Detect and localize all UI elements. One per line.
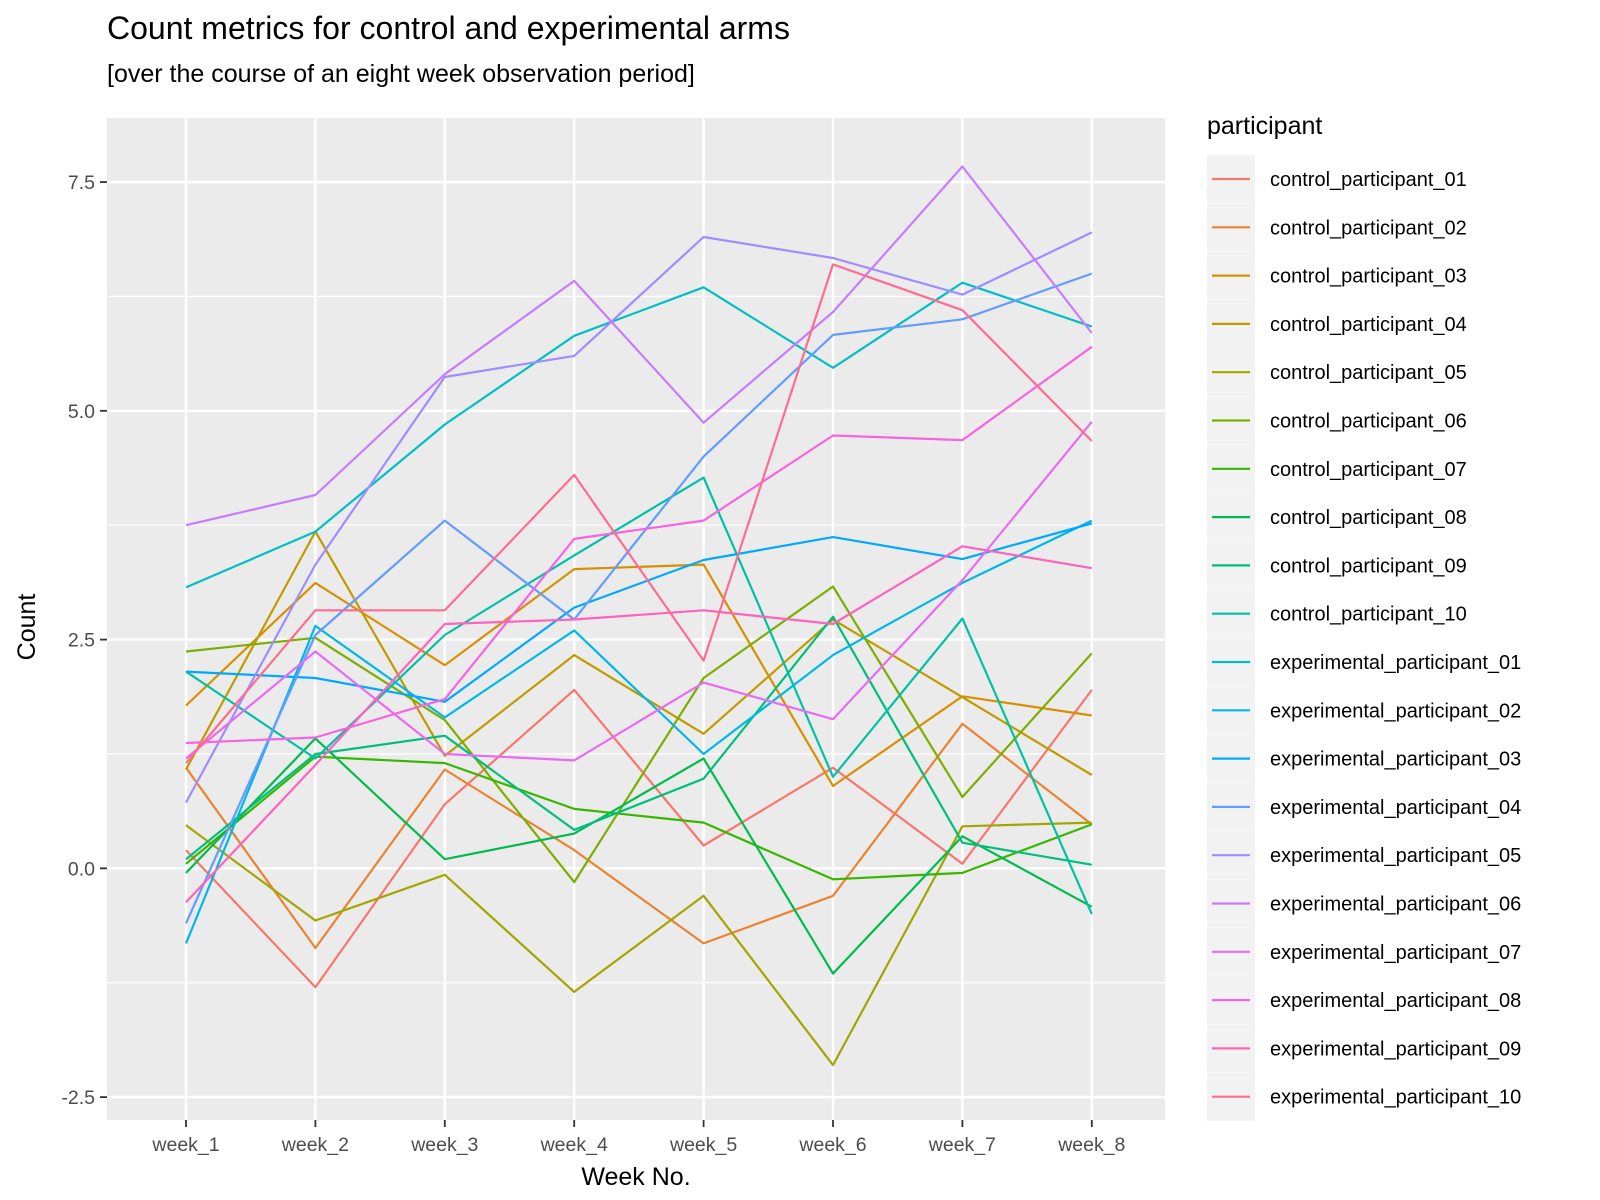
legend-label: control_participant_09 xyxy=(1270,555,1467,577)
legend-label: experimental_participant_08 xyxy=(1270,990,1521,1012)
chart-title: Count metrics for control and experiment… xyxy=(107,10,790,46)
series-line-experimental-participant-03 xyxy=(185,522,1093,703)
x-axis-title: Week No. xyxy=(581,1163,690,1191)
legend-label: experimental_participant_03 xyxy=(1270,749,1521,771)
series-line-experimental-participant-01 xyxy=(185,281,1093,589)
legend-label: control_participant_05 xyxy=(1270,362,1467,384)
series-line-control-participant-09 xyxy=(185,615,1092,866)
y-axis: -2.5 0.0 2.5 5.0 7.5 xyxy=(61,172,107,1109)
legend-label: control_participant_02 xyxy=(1270,217,1467,239)
series-line-experimental-participant-07 xyxy=(185,421,1093,762)
y-axis-title: Count xyxy=(13,594,41,661)
series-line-control-participant-08 xyxy=(185,737,1093,975)
y-tick-label: 0.0 xyxy=(68,858,95,880)
x-tick-label: week_2 xyxy=(281,1134,349,1156)
x-tick-label: week_8 xyxy=(1057,1134,1125,1156)
minor-gridlines xyxy=(107,295,1165,984)
legend-label: control_participant_01 xyxy=(1270,169,1467,191)
y-tick-label: -2.5 xyxy=(61,1087,95,1109)
series-line-control-participant-02 xyxy=(185,722,1093,950)
legend-label: control_participant_06 xyxy=(1270,411,1467,433)
legend-label: control_participant_04 xyxy=(1270,314,1467,336)
series-line-experimental-participant-04 xyxy=(184,272,1093,924)
legend-label: experimental_participant_02 xyxy=(1270,700,1521,722)
legend-label: experimental_participant_06 xyxy=(1270,894,1521,916)
legend-label: experimental_participant_10 xyxy=(1270,1087,1521,1109)
legend-label: control_participant_08 xyxy=(1270,507,1467,529)
legend-label: control_participant_10 xyxy=(1270,604,1467,626)
series-line-experimental-participant-02 xyxy=(184,519,1093,944)
series-lines xyxy=(184,165,1093,1067)
major-gridlines xyxy=(107,118,1165,1120)
series-line-experimental-participant-09 xyxy=(185,545,1092,903)
series-line-control-participant-10 xyxy=(185,476,1093,915)
series-line-experimental-participant-05 xyxy=(185,231,1093,804)
legend-label: control_participant_07 xyxy=(1270,459,1467,481)
y-tick-label: 2.5 xyxy=(68,630,95,652)
series-line-experimental-participant-06 xyxy=(185,165,1093,527)
x-tick-label: week_3 xyxy=(410,1134,478,1156)
x-axis: week_1 week_2 week_3 week_4 week_5 week_6 week… xyxy=(151,1120,1125,1156)
x-tick-label: week_7 xyxy=(928,1134,996,1156)
legend-label: experimental_participant_07 xyxy=(1270,942,1521,964)
legend-title: participant xyxy=(1207,112,1322,140)
legend-label: experimental_participant_01 xyxy=(1270,652,1521,674)
x-tick-label: week_5 xyxy=(669,1134,737,1156)
series-line-control-participant-06 xyxy=(185,585,1093,884)
series-line-control-participant-01 xyxy=(185,688,1093,989)
x-tick-label: week_4 xyxy=(540,1134,608,1156)
legend-label: experimental_participant_04 xyxy=(1270,797,1521,819)
x-tick-label: week_1 xyxy=(151,1134,219,1156)
series-line-experimental-participant-08 xyxy=(185,345,1093,745)
legend-label: experimental_participant_05 xyxy=(1270,845,1521,867)
plot-panel xyxy=(107,118,1165,1120)
series-line-control-participant-05 xyxy=(185,821,1092,1067)
y-tick-label: 5.0 xyxy=(68,401,95,423)
legend-label: control_participant_03 xyxy=(1270,266,1467,288)
x-tick-label: week_6 xyxy=(798,1134,866,1156)
legend: participant control_participant_01contro… xyxy=(1207,112,1521,1121)
chart-subtitle: [over the course of an eight week observ… xyxy=(107,60,695,88)
series-line-control-participant-04 xyxy=(185,530,1093,776)
legend-label: experimental_participant_09 xyxy=(1270,1038,1521,1060)
y-tick-label: 7.5 xyxy=(68,172,95,194)
series-line-experimental-participant-10 xyxy=(185,263,1093,764)
